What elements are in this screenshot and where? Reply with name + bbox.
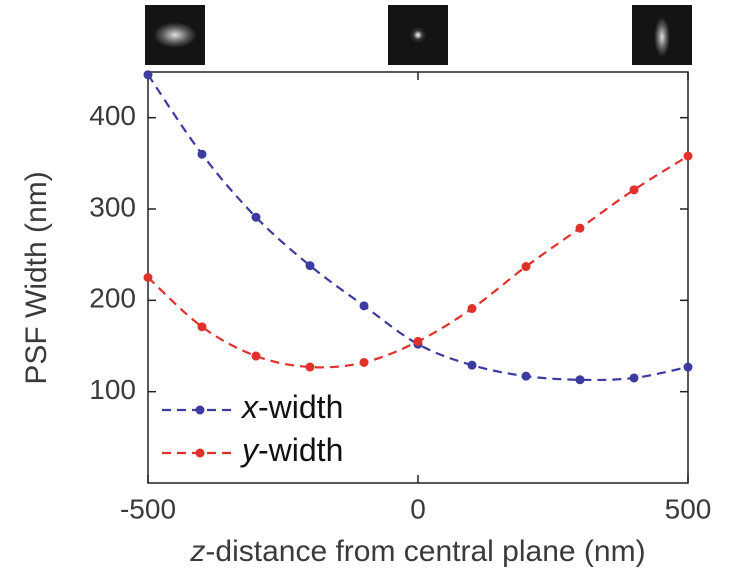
data-point <box>467 304 477 314</box>
data-point <box>683 151 693 161</box>
data-point <box>413 336 423 346</box>
data-point <box>197 149 207 159</box>
legend-label: y-width <box>240 432 343 468</box>
legend-label: x-width <box>240 389 343 425</box>
psf-images <box>145 5 692 65</box>
y-tick-label: 200 <box>89 283 136 314</box>
data-point <box>683 362 693 372</box>
y-tick-label: 100 <box>89 374 136 405</box>
y-axis-label: PSF Width (nm) <box>20 171 53 384</box>
data-point <box>521 371 531 381</box>
data-point <box>359 357 369 367</box>
data-point <box>143 273 153 282</box>
x-tick-label: 0 <box>410 493 426 524</box>
data-point <box>575 375 585 385</box>
data-point <box>467 360 477 370</box>
data-point <box>629 185 639 195</box>
data-point <box>197 322 207 332</box>
data-point <box>521 262 531 272</box>
y-tick-label: 400 <box>89 100 136 131</box>
legend-marker <box>195 405 205 415</box>
y-tick-label: 300 <box>89 191 136 222</box>
data-point <box>359 301 369 311</box>
legend-marker <box>195 448 205 458</box>
x-tick-label: 500 <box>665 493 712 524</box>
data-point <box>629 373 639 383</box>
data-point <box>305 261 315 271</box>
data-point <box>251 212 261 222</box>
x-axis-label: z-distance from central plane (nm) <box>189 535 645 568</box>
data-point <box>143 70 153 80</box>
x-tick-label: -500 <box>120 493 176 524</box>
series-line <box>147 74 689 382</box>
data-point <box>251 351 261 361</box>
plot-frame <box>147 71 689 484</box>
data-point <box>305 362 315 372</box>
data-point <box>575 223 585 233</box>
